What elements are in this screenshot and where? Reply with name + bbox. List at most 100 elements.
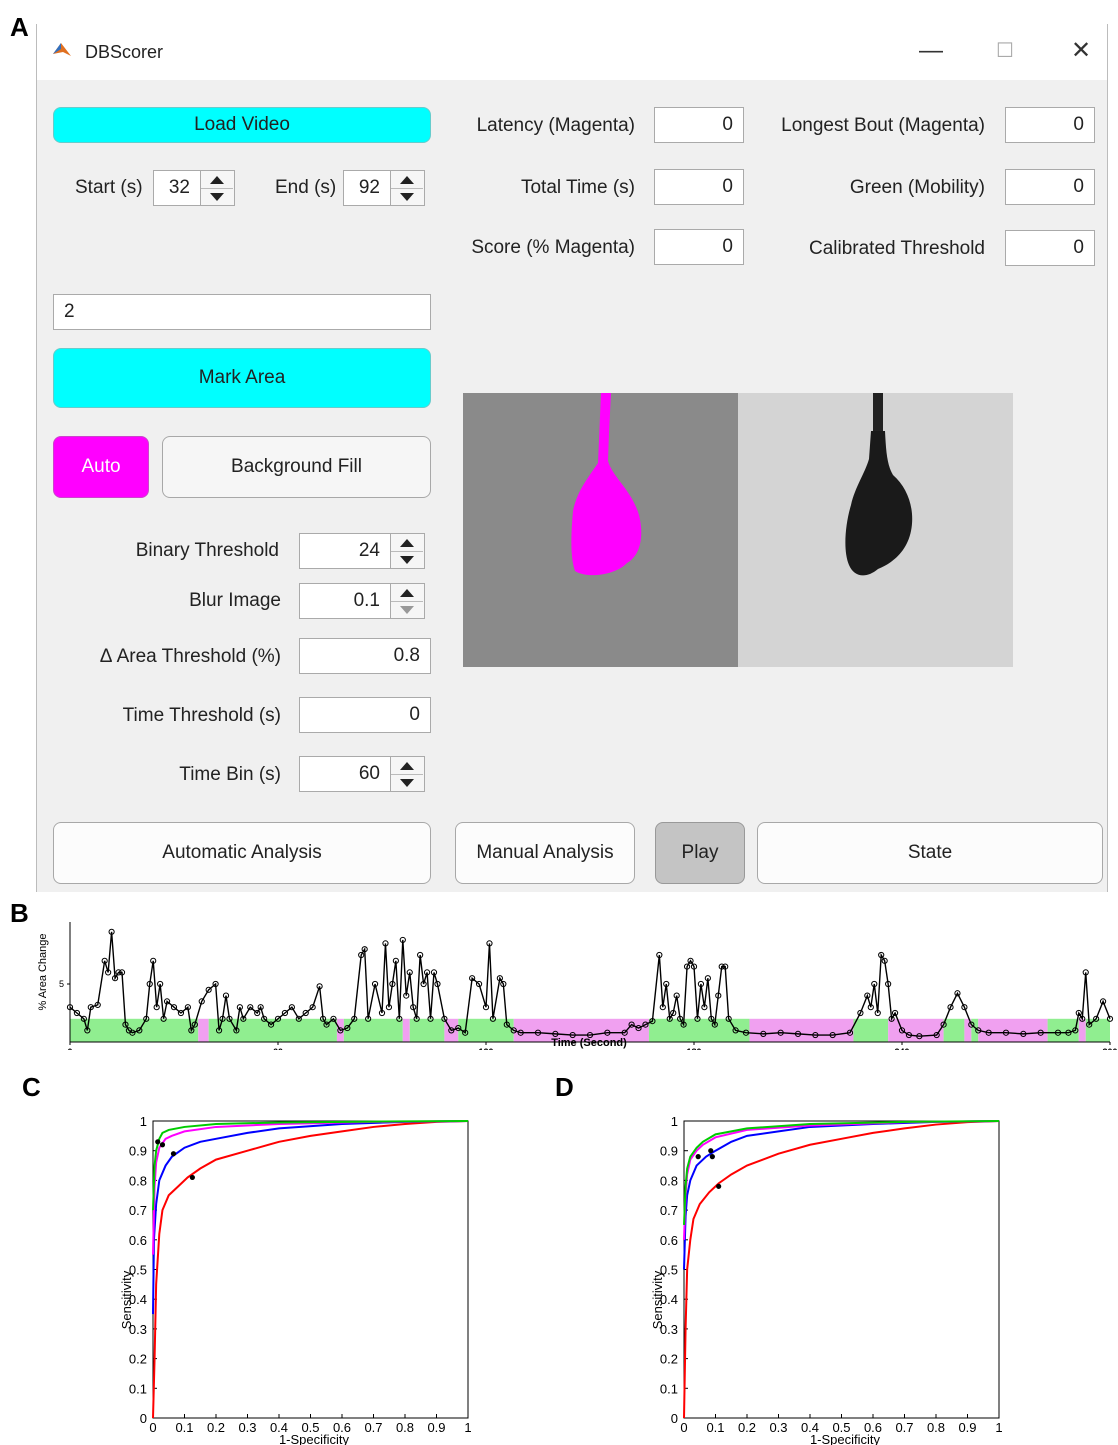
data-point bbox=[635, 1024, 642, 1032]
area-count-field[interactable]: 2 bbox=[53, 294, 431, 330]
blur-image-field[interactable]: 0.1 bbox=[299, 583, 391, 619]
state-band-green bbox=[409, 1018, 445, 1042]
latency-field[interactable]: 0 bbox=[654, 107, 744, 143]
y-tick-label: 0.2 bbox=[129, 1352, 147, 1367]
data-point bbox=[742, 1029, 750, 1036]
green-mobility-field[interactable]: 0 bbox=[1005, 169, 1095, 205]
y-axis-label: Sensitivity bbox=[650, 1270, 665, 1329]
data-point bbox=[413, 1015, 420, 1022]
x-tick-label: 0 bbox=[67, 1047, 72, 1050]
roc-curve bbox=[152, 1120, 469, 1315]
data-point bbox=[392, 957, 399, 964]
roc-curve bbox=[152, 1120, 469, 1211]
time-bin-spinner[interactable] bbox=[391, 756, 425, 792]
spinner-down-icon[interactable] bbox=[201, 188, 233, 205]
minimize-button[interactable]: — bbox=[919, 37, 943, 64]
data-point bbox=[236, 1004, 243, 1011]
spinner-down-icon[interactable] bbox=[391, 774, 423, 791]
data-point bbox=[718, 963, 725, 970]
time-bin-field[interactable]: 60 bbox=[299, 756, 391, 792]
threshold-point bbox=[695, 1154, 701, 1160]
data-point bbox=[146, 980, 153, 988]
data-point bbox=[1093, 1015, 1100, 1022]
end-spinner[interactable] bbox=[391, 170, 425, 206]
data-point bbox=[240, 1015, 247, 1022]
x-tick-label: 300 bbox=[1102, 1047, 1117, 1050]
data-point bbox=[351, 1015, 358, 1022]
data-point bbox=[1065, 1029, 1072, 1036]
y-tick-label: 0.5 bbox=[660, 1263, 678, 1278]
data-point bbox=[1020, 1030, 1027, 1037]
data-point bbox=[670, 1009, 677, 1017]
background-fill-button[interactable]: Background Fill bbox=[162, 436, 431, 498]
state-band-green bbox=[971, 1018, 979, 1042]
blur-image-spinner[interactable] bbox=[391, 583, 425, 619]
x-tick-label: 1 bbox=[995, 1420, 1002, 1435]
y-tick-label: 1 bbox=[671, 1114, 678, 1129]
calibrated-threshold-field[interactable]: 0 bbox=[1005, 230, 1095, 266]
panel-letter-b: B bbox=[10, 898, 29, 928]
spinner-up-icon[interactable] bbox=[201, 171, 233, 189]
data-point bbox=[80, 1015, 87, 1022]
state-band-green bbox=[648, 1018, 750, 1042]
y-tick-label: 0.1 bbox=[660, 1381, 678, 1396]
start-spinner[interactable] bbox=[201, 170, 235, 206]
x-tick-label: 0.2 bbox=[207, 1420, 225, 1435]
spinner-up-icon[interactable] bbox=[391, 534, 423, 552]
y-tick-label: 0 bbox=[671, 1411, 678, 1426]
x-tick-label: 0.1 bbox=[175, 1420, 193, 1435]
mark-area-button[interactable]: Mark Area bbox=[53, 348, 431, 408]
start-field[interactable]: 32 bbox=[153, 170, 201, 206]
data-point bbox=[403, 992, 410, 999]
y-tick-label: 0.4 bbox=[660, 1292, 678, 1307]
x-tick-label: 0.8 bbox=[396, 1420, 414, 1435]
data-point bbox=[1082, 969, 1089, 976]
data-point bbox=[87, 1004, 94, 1011]
close-button[interactable]: ✕ bbox=[1070, 37, 1092, 64]
total-time-field[interactable]: 0 bbox=[654, 169, 744, 205]
data-point bbox=[871, 980, 878, 988]
data-point bbox=[690, 963, 698, 970]
y-axis-label: Sensitivity bbox=[119, 1270, 134, 1329]
load-video-button[interactable]: Load Video bbox=[53, 107, 431, 143]
data-point bbox=[891, 1009, 899, 1017]
state-band-green bbox=[1047, 1018, 1079, 1042]
spinner-up-icon[interactable] bbox=[391, 171, 423, 189]
data-point bbox=[215, 1027, 223, 1034]
time-threshold-field[interactable]: 0 bbox=[299, 697, 431, 733]
play-button[interactable]: Play bbox=[655, 822, 745, 884]
panel-letter-c: C bbox=[22, 1072, 41, 1102]
spinner-down-icon[interactable] bbox=[391, 188, 423, 205]
auto-button[interactable]: Auto bbox=[53, 436, 149, 498]
spinner-up-icon[interactable] bbox=[391, 584, 423, 602]
spinner-down-icon[interactable] bbox=[391, 551, 423, 568]
panel-letter-d: D bbox=[555, 1072, 574, 1102]
data-point bbox=[846, 1029, 854, 1036]
data-point bbox=[330, 1015, 337, 1022]
total-time-label: Total Time (s) bbox=[520, 177, 635, 198]
x-tick-label: 0.4 bbox=[801, 1420, 819, 1435]
data-point bbox=[66, 1004, 74, 1011]
data-point bbox=[697, 980, 705, 988]
end-field[interactable]: 92 bbox=[343, 170, 391, 206]
longest-bout-field[interactable]: 0 bbox=[1005, 107, 1095, 143]
data-point bbox=[961, 1004, 968, 1011]
data-point bbox=[385, 1004, 393, 1011]
state-button[interactable]: State bbox=[757, 822, 1103, 884]
roc-curve bbox=[683, 1120, 1000, 1419]
score-field[interactable]: 0 bbox=[654, 229, 744, 265]
area-threshold-field[interactable]: 0.8 bbox=[299, 638, 431, 674]
data-point bbox=[157, 980, 164, 988]
spinner-up-icon[interactable] bbox=[391, 757, 423, 775]
binary-threshold-spinner[interactable] bbox=[391, 533, 425, 569]
data-point bbox=[84, 1027, 91, 1034]
maximize-button[interactable]: ☐ bbox=[996, 40, 1014, 62]
manual-analysis-button[interactable]: Manual Analysis bbox=[455, 822, 635, 884]
mouse-silhouette bbox=[845, 393, 913, 576]
x-axis-label: 1-Specificity bbox=[810, 1432, 881, 1445]
automatic-analysis-button[interactable]: Automatic Analysis bbox=[53, 822, 431, 884]
data-point bbox=[569, 1031, 576, 1039]
data-point bbox=[680, 1021, 687, 1028]
start-label: Start (s) bbox=[75, 177, 143, 198]
binary-threshold-field[interactable]: 24 bbox=[299, 533, 391, 569]
